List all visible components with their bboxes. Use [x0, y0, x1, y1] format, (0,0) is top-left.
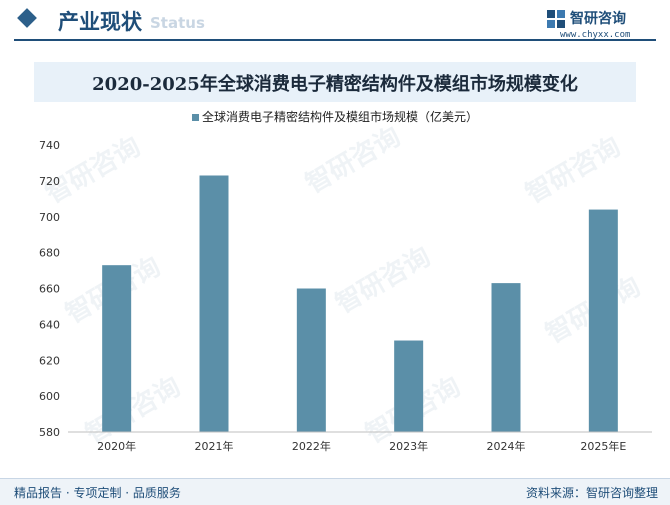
- section-subtitle: Status: [150, 14, 205, 32]
- bar: [588, 209, 618, 432]
- page-header: Status 产业现状: [0, 0, 670, 44]
- section-title: 产业现状: [58, 10, 142, 34]
- bar: [296, 288, 326, 432]
- x-tick-label: 2024年: [487, 439, 526, 453]
- bar: [199, 175, 229, 432]
- x-tick-label: 2023年: [389, 439, 428, 453]
- y-tick-label: 580: [39, 426, 60, 439]
- y-tick-label: 600: [39, 390, 60, 403]
- brand-url: www.chyxx.com: [560, 30, 631, 40]
- legend-label: 全球消费电子精密结构件及模组市场规模（亿美元）: [201, 110, 478, 124]
- header-divider: [14, 39, 656, 41]
- y-tick-label: 720: [39, 175, 60, 188]
- x-tick-label: 2021年: [195, 439, 234, 453]
- page-footer: 精品报告 · 专项定制 · 品质服务 资料来源：智研咨询整理: [0, 478, 670, 505]
- chart-legend: 全球消费电子精密结构件及模组市场规模（亿美元）: [0, 108, 670, 125]
- bar: [491, 283, 521, 432]
- y-tick-label: 740: [39, 139, 60, 152]
- brand-block: 智研咨询 www.chyxx.com: [546, 8, 656, 40]
- y-tick-label: 700: [39, 211, 60, 224]
- y-tick-label: 620: [39, 354, 60, 367]
- brand-name: 智研咨询: [570, 11, 626, 27]
- chyxx-logo-icon: [547, 10, 565, 28]
- data-source: 资料来源：智研咨询整理: [525, 486, 658, 500]
- chart-title: 2020-2025年全球消费电子精密结构件及模组市场规模变化: [92, 74, 578, 95]
- footer-divider: [0, 478, 670, 479]
- bar: [102, 265, 132, 432]
- bar: [394, 340, 424, 432]
- y-tick-label: 680: [39, 247, 60, 260]
- x-tick-label: 2025年E: [580, 439, 626, 453]
- x-tick-label: 2020年: [97, 439, 136, 453]
- footer-slogan: 精品报告 · 专项定制 · 品质服务: [14, 486, 181, 500]
- y-tick-label: 640: [39, 318, 60, 331]
- legend-swatch: [191, 114, 199, 121]
- x-tick-label: 2022年: [292, 439, 331, 453]
- y-tick-label: 660: [39, 283, 60, 296]
- bar-chart: 580 600 620 640 660 680 700 720 740 2020年 2021年 202…: [39, 139, 652, 453]
- chart-title-band: 2020-2025年全球消费电子精密结构件及模组市场规模变化: [34, 62, 636, 102]
